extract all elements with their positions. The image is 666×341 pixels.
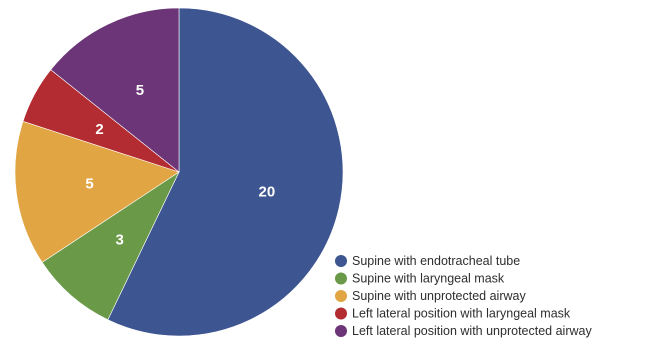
legend-label: Left lateral position with laryngeal mas…	[352, 307, 571, 321]
slice-value-label: 3	[116, 231, 124, 248]
legend-marker	[335, 290, 347, 302]
legend: Supine with endotracheal tube Supine with…	[335, 254, 592, 338]
pie-slice	[14, 120, 180, 263]
legend-marker	[335, 272, 347, 285]
pie-slice	[50, 7, 180, 173]
pie-slices	[14, 7, 344, 337]
legend-marker	[335, 325, 347, 337]
legend-label: Supine with endotracheal tube	[352, 254, 520, 268]
legend-label: Supine with unprotected airway	[352, 289, 526, 303]
slice-value-label: 5	[85, 176, 93, 193]
legend-marker	[335, 307, 347, 320]
pie-value-labels: 20 3 5 2 5	[85, 82, 275, 248]
legend-label: Left lateral position with unprotected a…	[352, 324, 592, 338]
pie-slice	[41, 171, 180, 321]
legend-label: Supine with laryngeal mask	[352, 272, 505, 286]
slice-value-label: 20	[259, 184, 276, 201]
slice-value-label: 2	[95, 121, 103, 138]
legend-marker	[335, 255, 347, 267]
slice-value-label: 5	[136, 82, 144, 99]
pie-slice	[107, 7, 344, 337]
